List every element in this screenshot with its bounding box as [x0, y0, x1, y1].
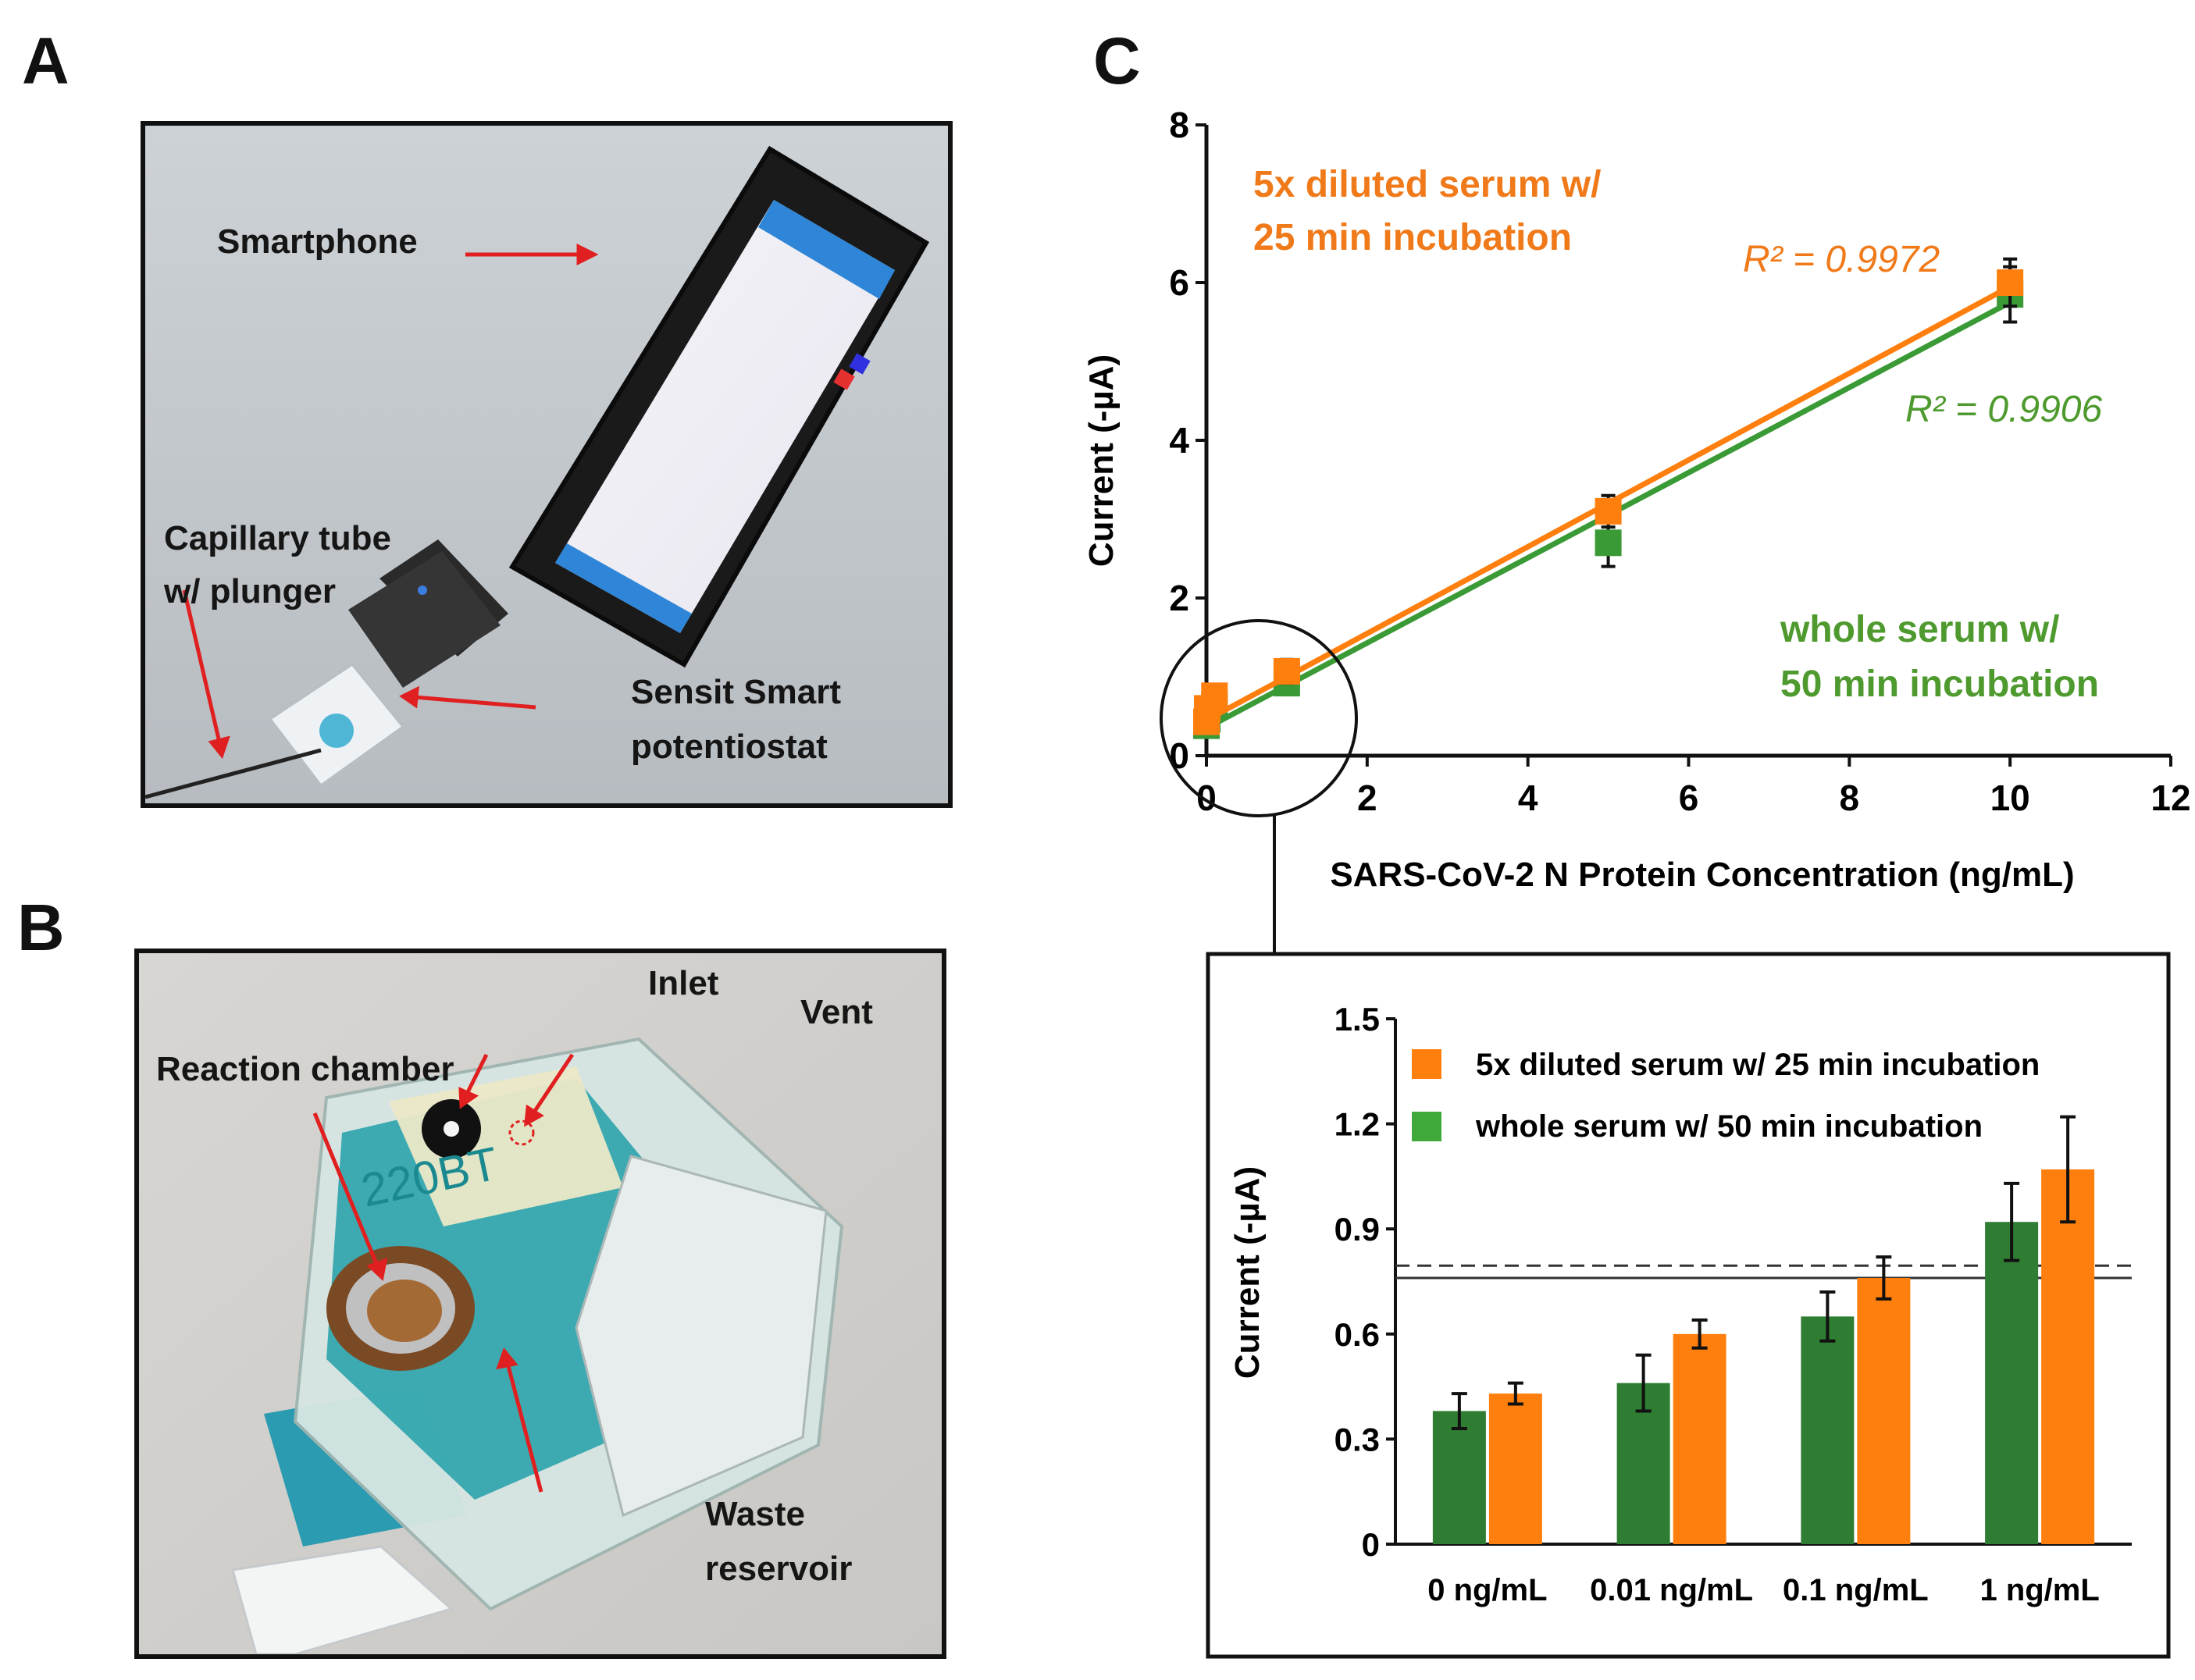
scatter-point-green [1194, 706, 1221, 733]
electrode-strip [231, 1545, 454, 1654]
scatter-y-tick-label: 4 [1169, 420, 1189, 461]
bar-y-tick-label: 0.9 [1334, 1211, 1380, 1248]
scatter-x-tick-label: 10 [1990, 778, 2030, 818]
scatter-point-orange [1193, 708, 1220, 735]
scatter-point-orange [1201, 682, 1228, 710]
panel-label-c: C [1093, 24, 1141, 98]
bar-orange [1673, 1333, 1726, 1544]
scatter-legend-green-line2: 50 min incubation [1780, 664, 2099, 705]
waste-reservoir [575, 1155, 828, 1518]
scatter-y-axis-label: Current (-µA) [1082, 354, 1121, 567]
scatter-y-tick-label: 6 [1169, 262, 1189, 303]
bar-legend-green-label: whole serum w/ 50 min incubation [1475, 1109, 1983, 1144]
low-concentration-bar-chart: 0 0.3 0.6 0.9 1.2 1.5 0 ng/mL 0.01 ng/mL 0.1 ng… [1228, 1001, 2132, 1607]
scatter-fit-line-orange [1205, 283, 2011, 723]
panel-b-illustration: 220BT [139, 953, 942, 1654]
potentiostat-device [268, 539, 508, 788]
bar-legend-orange-label: 5x diluted serum w/ 25 min incubation [1476, 1048, 2040, 1082]
sensit-label-line1: Sensit Smart [631, 673, 841, 711]
scatter-y-tick-label: 8 [1169, 105, 1189, 145]
panel-label-b: B [17, 891, 65, 964]
inset-frame [1206, 952, 2171, 1659]
bar-y-axis-label: Current (-µA) [1228, 1166, 1267, 1379]
scatter-x-tick-label: 8 [1840, 778, 1860, 818]
smartphone-device [508, 145, 930, 668]
scatter-legend-orange-line1: 5x diluted serum w/ [1253, 164, 1601, 205]
scatter-y-tick-label: 0 [1169, 735, 1189, 776]
vent-port [508, 1119, 535, 1146]
scatter-x-tick-label: 6 [1679, 778, 1699, 818]
capillary-label-line1: Capillary tube [164, 519, 391, 557]
panel-b-photo: 220BT [134, 949, 946, 1659]
bar-category-label: 1 ng/mL [1979, 1573, 2099, 1607]
scatter-r2-green: R² = 0.9906 [1905, 389, 2102, 430]
scatter-r2-orange: R² = 0.9972 [1743, 239, 1940, 280]
bar-orange [2041, 1169, 2095, 1544]
panel-a-illustration [145, 126, 948, 803]
panel-label-a: A [22, 24, 69, 98]
sensit-label-line2: potentiostat [631, 728, 828, 766]
linear-calibration-chart: 0 2 4 6 8 0 2 4 6 8 10 12 SARS-CoV-2 N Protein Conc… [1082, 105, 2191, 894]
scatter-legend-green-line1: whole serum w/ [1780, 609, 2059, 650]
scatter-x-tick-label: 2 [1357, 778, 1377, 818]
bar-y-tick-label: 0.3 [1334, 1421, 1380, 1458]
bar-y-tick-label: 0 [1362, 1526, 1380, 1563]
bar-y-tick-label: 1.5 [1334, 1001, 1380, 1038]
scatter-legend-orange-line2: 25 min incubation [1253, 217, 1572, 258]
scatter-point-orange [1997, 269, 2024, 296]
scatter-point-green [1193, 712, 1220, 739]
zoom-circle [1160, 619, 1358, 817]
scatter-x-tick-label: 0 [1196, 778, 1217, 818]
bar-orange [1488, 1393, 1542, 1544]
scatter-x-axis-label: SARS-CoV-2 N Protein Concentration (ng/m… [1330, 856, 2074, 894]
scatter-x-tick-label: 4 [1518, 778, 1538, 818]
scatter-y-tick-label: 2 [1169, 578, 1189, 618]
capillary-label-line2: w/ plunger [164, 572, 336, 610]
waste-label-line1: Waste [705, 1495, 805, 1533]
scatter-point-orange [1194, 695, 1221, 722]
bar-orange [1857, 1278, 1911, 1544]
panel-a-photo [141, 121, 953, 808]
reaction-chamber-label: Reaction chamber [156, 1050, 454, 1088]
inlet-label: Inlet [648, 964, 719, 1002]
capillary-tube [145, 748, 322, 799]
scatter-fit-line-green [1205, 300, 2011, 731]
vent-label: Vent [800, 993, 873, 1031]
bar-y-tick-label: 0.6 [1334, 1316, 1380, 1353]
scatter-point-orange [1273, 657, 1300, 685]
bar-legend-green-swatch [1412, 1112, 1441, 1141]
smartphone-label: Smartphone [217, 222, 418, 261]
bar-category-label: 0.1 ng/mL [1783, 1573, 1929, 1607]
bar-green [1801, 1316, 1855, 1544]
scatter-point-green [1273, 670, 1300, 697]
panel-a-arrows [182, 243, 599, 760]
bar-green [1616, 1383, 1670, 1544]
bar-category-label: 0 ng/mL [1427, 1573, 1547, 1607]
bar-green [1432, 1411, 1486, 1544]
scatter-point-green [1201, 691, 1228, 718]
waste-label-line2: reservoir [705, 1550, 853, 1588]
scatter-point-orange [1595, 497, 1622, 525]
scatter-point-green [1595, 529, 1622, 557]
panel-b-arrows [312, 1053, 575, 1493]
bar-green [1985, 1222, 2039, 1544]
scatter-point-green [1997, 281, 2024, 308]
bar-category-label: 0.01 ng/mL [1590, 1573, 1753, 1607]
scatter-x-tick-label: 12 [2150, 778, 2190, 818]
bar-y-tick-label: 1.2 [1334, 1106, 1380, 1143]
bar-legend-orange-swatch [1412, 1049, 1441, 1079]
